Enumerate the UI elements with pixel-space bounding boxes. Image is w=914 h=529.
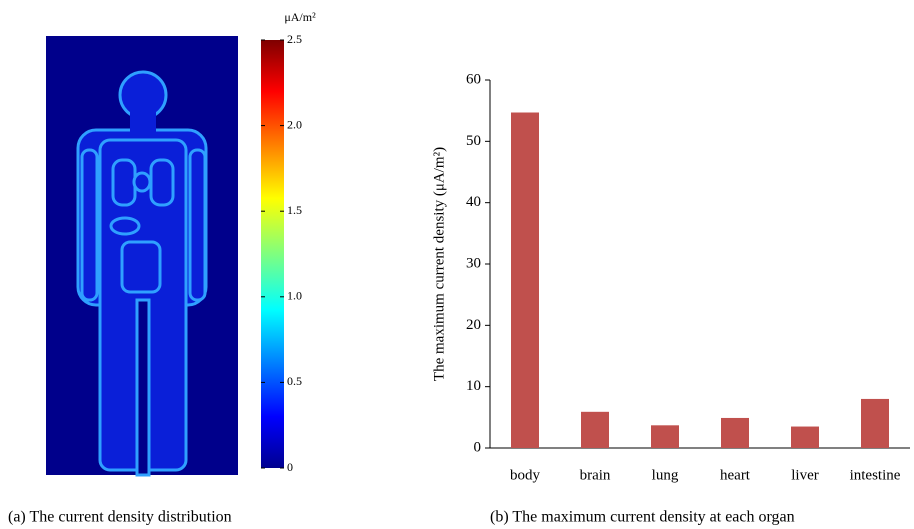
y-tick-label: 0 — [474, 439, 482, 455]
y-axis-label: The maximum current density (μA/m²) — [431, 147, 447, 381]
y-tick-label: 20 — [466, 317, 481, 333]
colorbar-tick-label: 1.5 — [287, 203, 302, 217]
colorbar-label: μA/m² — [284, 10, 316, 24]
caption: (b) The maximum current density at each … — [490, 509, 795, 526]
colorbar-tick-label: 2.0 — [287, 117, 302, 131]
x-tick-label: body — [510, 467, 541, 483]
bar — [721, 417, 749, 448]
x-tick-label: liver — [791, 467, 819, 483]
y-tick-label: 40 — [466, 194, 481, 210]
y-tick-label: 10 — [466, 378, 481, 394]
y-tick-label: 50 — [466, 133, 481, 149]
y-tick-label: 30 — [466, 255, 481, 271]
x-tick-label: brain — [580, 467, 611, 483]
caption: (a) The current density distribution — [8, 509, 232, 526]
x-tick-label: intestine — [850, 467, 901, 483]
colorbar-tick-label: 1.0 — [287, 289, 302, 303]
current-density-image — [46, 36, 238, 477]
bar — [651, 425, 679, 448]
bar — [581, 411, 609, 448]
bar — [511, 112, 539, 449]
colorbar-tick-label: 0 — [287, 460, 293, 474]
colorbar-tick-label: 2.5 — [287, 32, 302, 46]
y-tick-label: 60 — [466, 71, 481, 87]
colorbar — [261, 40, 284, 468]
bar — [861, 398, 889, 448]
bar — [791, 426, 819, 448]
colorbar-tick-label: 0.5 — [287, 374, 302, 388]
x-tick-label: lung — [652, 467, 679, 483]
x-tick-label: heart — [720, 467, 751, 483]
